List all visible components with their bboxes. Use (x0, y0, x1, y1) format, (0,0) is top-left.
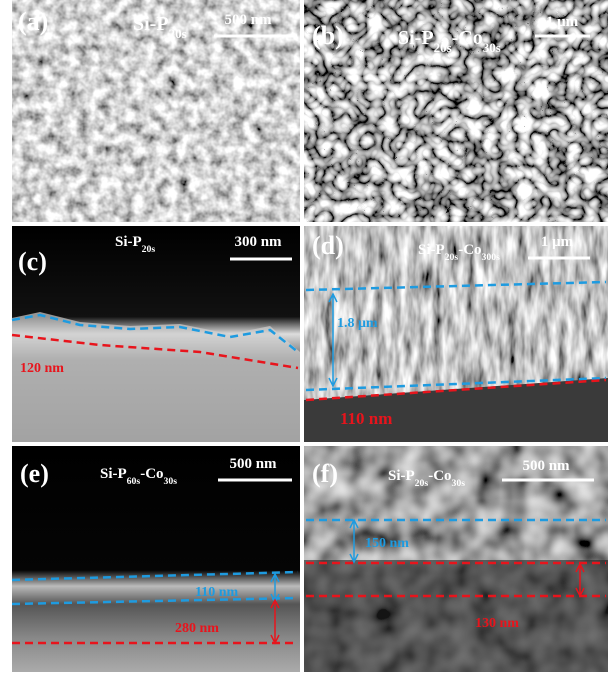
scale-bar-label: 500 nm (522, 458, 570, 474)
annotation: 120 nm (20, 361, 64, 376)
sem-image (12, 446, 300, 672)
substrate (304, 378, 608, 442)
panel-title: Si-P20s-Co300s (418, 242, 500, 263)
panel-title: Si-P20s (115, 234, 155, 255)
panel: (e) Si-P60s-Co30s 500 nm 110 nm 280 nm (20, 456, 292, 636)
panel-label: (a) (18, 7, 48, 36)
title-part: 300s (482, 252, 501, 263)
title-part: -Co (458, 242, 481, 258)
panel-title: Si-P20s-Co30s (388, 468, 465, 489)
title-part: 60s (127, 476, 141, 487)
scale-bar-label: 500 nm (229, 456, 277, 472)
annotation: 110 nm (340, 409, 392, 428)
panel-label: (d) (312, 231, 344, 260)
annotation: 130 nm (475, 616, 519, 631)
title-part: 20s (445, 252, 459, 263)
annotation: 150 nm (365, 536, 409, 551)
panel: (f) Si-P20s-Co30s 500 nm 150 nm 130 nm (312, 458, 594, 631)
panel-label: (c) (18, 247, 47, 276)
title-part: Si-P (398, 27, 434, 49)
panel: (a) Si-P20s 500 nm (18, 7, 297, 41)
scale-bar-label: 500 nm (224, 12, 272, 28)
panel-title: Si-P20s-Co30s (398, 27, 501, 55)
title-part: Si-P (133, 13, 169, 35)
title-part: -Co (140, 466, 163, 482)
panel-title: Si-P60s-Co30s (100, 466, 177, 487)
arrows (270, 292, 585, 645)
panel-label: (e) (20, 459, 49, 488)
interface-lines (11, 280, 607, 645)
title-part: 30s (452, 478, 466, 489)
title-part: Si-P (418, 242, 445, 258)
annotation: 110 nm (195, 585, 239, 600)
title-part: Si-P (100, 466, 127, 482)
panel: (c) Si-P20s 300 nm 120 nm (18, 234, 292, 376)
title-part: Si-P (115, 234, 142, 250)
scale-bar-label: 1 μm (541, 234, 574, 250)
title-part: -Co (428, 468, 451, 484)
title-part: 20s (142, 244, 156, 255)
annotation: 1.8 μm (337, 316, 378, 331)
film-layer (12, 312, 300, 442)
title-part: -Co (452, 27, 483, 49)
title-part: Si-P (388, 468, 415, 484)
scale-bar-label: 300 nm (234, 234, 282, 250)
panel-label: (b) (312, 21, 344, 50)
title-part: 30s (483, 40, 501, 55)
panel-title: Si-P20s (133, 13, 187, 41)
panel-label: (f) (312, 459, 338, 488)
scale-bar-label: 1 μm (546, 14, 579, 30)
title-part: 20s (434, 40, 452, 55)
title-part: 20s (169, 26, 187, 41)
title-part: 30s (164, 476, 178, 487)
panel: (d) Si-P20s-Co300s 1 μm 1.8 μm 110 nm (312, 231, 590, 428)
annotation: 280 nm (175, 621, 219, 636)
substrate (304, 560, 608, 672)
panel: (b) Si-P20s-Co30s 1 μm (312, 14, 590, 55)
title-part: 20s (415, 478, 429, 489)
